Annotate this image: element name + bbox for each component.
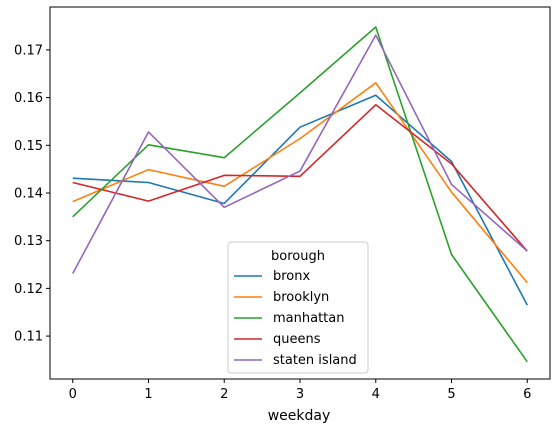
legend-box	[227, 241, 369, 374]
x-tick-label: 4	[372, 387, 380, 402]
legend: borough bronx brooklyn manhattan queens state…	[227, 241, 369, 374]
series-line-manhattan	[72, 26, 528, 363]
x-tick-label: 2	[220, 387, 228, 402]
y-tick-label: 0.13	[14, 234, 43, 249]
y-axis: 0.11 0.12 0.13 0.14 0.15 0.16 0.17	[14, 43, 50, 345]
y-tick-label: 0.14	[14, 187, 43, 202]
x-tick-label: 1	[144, 387, 152, 402]
x-tick-label: 5	[447, 387, 455, 402]
legend-entry-label: queens	[273, 332, 321, 347]
legend-entry-label: manhattan	[273, 311, 344, 326]
legend-entry-label: brooklyn	[273, 290, 329, 305]
legend-entry-label: bronx	[273, 269, 311, 284]
y-tick-label: 0.17	[14, 43, 43, 58]
y-tick-label: 0.16	[14, 91, 43, 106]
series-layer	[72, 26, 528, 363]
series-line-queens	[72, 103, 528, 252]
x-axis: 0 1 2 3 4 5 6	[69, 379, 531, 402]
y-tick-label: 0.12	[14, 282, 43, 297]
legend-entry-label: staten island	[273, 353, 357, 368]
legend-title: borough	[271, 249, 325, 264]
x-tick-label: 3	[296, 387, 304, 402]
x-tick-label: 6	[523, 387, 531, 402]
y-tick-label: 0.15	[14, 139, 43, 154]
series-line-bronx	[72, 94, 528, 306]
x-tick-label: 0	[69, 387, 77, 402]
x-axis-label: weekday	[268, 408, 331, 424]
series-line-staten-island	[72, 34, 528, 274]
y-tick-label: 0.11	[14, 330, 43, 345]
series-line-brooklyn	[72, 82, 528, 284]
